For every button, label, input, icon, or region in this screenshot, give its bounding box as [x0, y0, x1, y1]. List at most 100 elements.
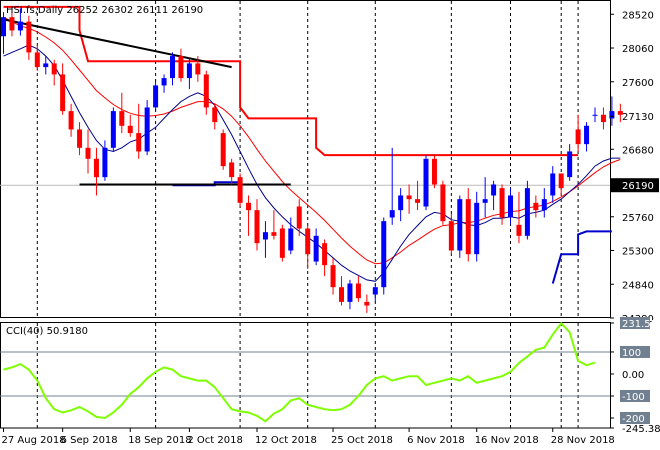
candle-down	[575, 129, 581, 145]
candle-up	[43, 63, 49, 68]
candle-down	[330, 265, 336, 288]
time-tick-label: 28 Nov 2018	[551, 435, 615, 446]
candle-down	[364, 301, 370, 306]
candle-up	[288, 228, 294, 251]
candle-up	[381, 221, 387, 288]
candle-down	[246, 202, 252, 211]
cci-label: CCI(40) 50.9180	[6, 326, 88, 337]
candle-up	[153, 85, 159, 108]
candle-down	[254, 210, 260, 244]
candle-down	[127, 125, 133, 134]
candle-up	[584, 125, 590, 145]
candle-down	[136, 133, 142, 152]
candle-up	[17, 21, 23, 31]
candle-down	[406, 195, 412, 200]
time-tick-label: 18 Sep 2018	[128, 435, 191, 446]
candle-up	[491, 184, 497, 196]
price-tick-label: 25760	[622, 213, 654, 224]
cci-tick-label: 0.00	[622, 370, 644, 381]
candle-down	[296, 206, 302, 229]
cci-tick-box	[620, 345, 650, 358]
main-chart-frame	[0, 0, 611, 318]
time-tick-label: 25 Oct 2018	[331, 435, 393, 446]
candle-down	[448, 221, 454, 251]
candle-up	[482, 199, 488, 203]
candle-up	[474, 202, 480, 255]
time-tick-label: 2 Oct 2018	[187, 435, 242, 446]
candle-down	[305, 228, 311, 255]
candle-up	[457, 199, 463, 251]
candle-up	[186, 63, 192, 79]
candle-down	[339, 287, 344, 302]
cci-tick-box	[620, 412, 650, 425]
time-tick-label: 12 Oct 2018	[255, 435, 317, 446]
cci-series	[3, 321, 596, 423]
candle-up	[389, 210, 395, 218]
candle-up	[592, 114, 598, 116]
candle-down	[237, 177, 243, 203]
candle-up	[524, 188, 530, 236]
time-tick-label: 6 Nov 2018	[407, 435, 465, 446]
symbol-header: HSI.fs,Daily 26252 26302 26111 26190	[6, 5, 203, 16]
candle-down	[516, 224, 522, 236]
price-tick-label: 27130	[622, 112, 654, 123]
cci-tick-label: 231.5552	[622, 319, 660, 330]
candle-down	[600, 114, 606, 123]
candle-down	[93, 158, 99, 178]
candle-down	[355, 283, 361, 299]
candle-down	[85, 147, 91, 159]
candle-down	[34, 52, 40, 68]
candle-up	[144, 107, 150, 152]
candle-up	[262, 232, 268, 240]
candles[interactable]	[1, 8, 623, 313]
current-price-box	[611, 178, 659, 193]
candle-up	[110, 111, 116, 148]
candle-down	[68, 111, 74, 130]
candle-down	[212, 107, 218, 123]
candle-down	[440, 184, 446, 222]
candle-down	[229, 162, 235, 178]
price-tick-label: 26680	[622, 145, 654, 156]
candle-down	[431, 158, 437, 185]
candle-down	[26, 21, 32, 53]
cci-line	[3, 321, 596, 423]
main-border	[0, 0, 611, 318]
time-tick-label: 27 Aug 2018	[2, 435, 66, 446]
candle-down	[533, 202, 539, 211]
candle-up	[508, 195, 513, 218]
candle-down	[51, 63, 57, 75]
candle-up	[161, 78, 167, 86]
candle-down	[322, 243, 328, 266]
candle-up	[567, 151, 573, 178]
candle-up	[372, 287, 378, 295]
candle-down	[195, 63, 201, 75]
candle-down	[60, 74, 66, 112]
candle-down	[203, 74, 209, 108]
candle-up	[541, 199, 547, 211]
candle-down	[279, 228, 285, 258]
candle-up	[347, 283, 353, 302]
candle-up	[550, 173, 556, 196]
candle-up	[609, 111, 615, 119]
candle-down	[415, 199, 421, 203]
price-tick-label: 28060	[622, 44, 654, 55]
candle-up	[423, 158, 429, 207]
price-axis: 28520 28060 27600 27130 26680 25760 25300 24840…	[610, 10, 659, 325]
cci-tick-label: -200	[622, 414, 645, 425]
candle-up	[1, 17, 6, 37]
candle-down	[558, 173, 564, 189]
candle-down	[271, 232, 277, 236]
candle-down	[178, 56, 184, 79]
candle-down	[220, 133, 226, 167]
support-line	[551, 230, 612, 284]
moving-average-slow	[3, 16, 621, 265]
current-price-label: 26190	[622, 181, 654, 192]
candle-down	[77, 129, 83, 148]
candle-down	[9, 17, 15, 31]
main-overlays	[3, 5, 621, 284]
price-tick-label: 28520	[622, 10, 654, 21]
cci-tick-label: -100	[622, 392, 645, 403]
candle-down	[119, 111, 125, 126]
cci-tick-label: 100	[622, 348, 641, 359]
cci-panel-frame	[0, 322, 611, 429]
